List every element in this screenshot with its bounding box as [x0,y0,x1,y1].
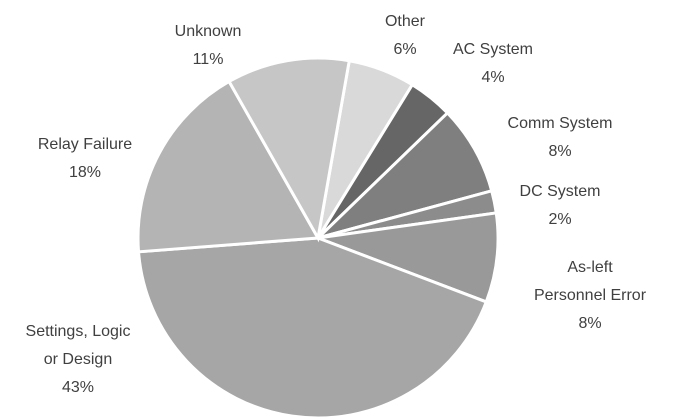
value-label: 8% [548,143,572,160]
slice-label: As-left Personnel Error 8% [532,254,648,338]
slice-label: DC System 2% [500,178,620,234]
value-label: 8% [578,315,602,332]
slice-label: Comm System 8% [500,110,620,166]
slice-label: Unknown 11% [148,18,268,74]
category-name: Comm System [507,115,613,132]
category-name: AC System [452,41,533,58]
value-label: 4% [481,69,505,86]
category-name: DC System [519,183,601,200]
category-name: As-left Personnel Error [533,259,647,304]
slice-label: AC System 4% [433,36,553,92]
category-name: Other [384,13,425,30]
value-label: 2% [548,211,572,228]
value-label: 18% [68,164,102,181]
pie-slice [136,236,489,417]
pie-slice [317,211,500,304]
slice-label: Relay Failure 18% [20,131,150,187]
value-label: 11% [192,51,224,68]
slice-label: Other 6% [345,8,465,64]
value-label: 6% [393,41,417,58]
slice-label: Settings, Logic or Design 43% [21,318,135,402]
category-name: Settings, Logic or Design [25,323,131,368]
category-name: Unknown [174,23,242,40]
pie-slice [136,79,321,254]
pie-slice [227,56,351,243]
category-name: Relay Failure [37,136,133,153]
value-label: 43% [61,379,95,396]
pie-slice [316,110,494,240]
